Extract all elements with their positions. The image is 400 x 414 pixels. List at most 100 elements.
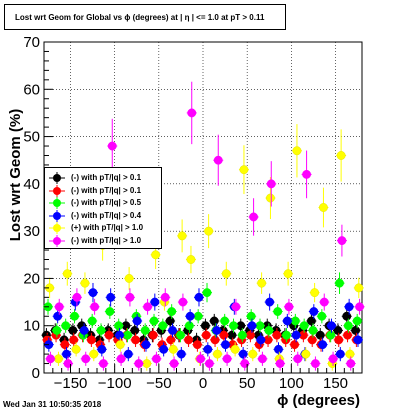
data-point [168,344,178,354]
data-point [272,330,282,340]
data-point [221,340,230,350]
data-point [274,344,283,354]
data-point [131,335,141,345]
data-point [71,344,81,354]
data-point [353,335,363,345]
y-tick-label: 50 [23,129,40,146]
data-point [265,297,275,307]
legend-marker [49,209,65,222]
data-marks [41,81,365,371]
data-point [318,340,328,350]
y-tick-label: 30 [23,223,40,240]
data-point [275,359,285,368]
data-point [196,354,206,364]
data-point [345,349,355,359]
data-point [290,316,300,326]
data-point [68,325,78,335]
data-point [53,311,63,321]
legend-marker-dot [53,211,61,220]
data-point [227,330,237,340]
data-point [70,311,79,321]
legend-marker [49,172,65,184]
data-point [256,335,266,345]
data-point [160,292,170,302]
data-point [186,255,196,264]
data-point [204,359,214,368]
data-point [90,302,100,312]
legend-label: (-) with pT/|q| > 0.5 [71,198,142,207]
data-point [266,193,275,203]
data-point [124,273,134,283]
legend-marker-dot [53,236,61,245]
data-point [210,335,220,345]
data-point [141,340,151,350]
data-point [255,321,265,331]
data-point [257,278,267,288]
legend-marker-dot [53,224,61,232]
data-point [282,330,291,340]
data-point [194,292,204,302]
data-point [273,307,283,316]
data-point [310,288,320,298]
data-point [125,292,135,302]
data-point [202,288,212,298]
legend-label: (+) with pT/|q| > 1.0 [71,223,144,232]
series-3 [43,282,363,362]
legend-item: (-) with pT/|q| > 0.1 [49,172,161,184]
data-point [167,307,177,316]
data-point [351,325,361,335]
data-point [310,359,320,368]
data-point [246,311,256,321]
data-point [72,292,82,302]
data-point [62,349,71,359]
legend-marker [49,234,65,247]
x-tick-label: −100 [98,375,132,392]
data-point [106,292,116,302]
data-point [343,321,353,331]
data-point [355,302,365,312]
data-point [159,344,169,354]
data-point [114,321,124,331]
data-point [61,321,71,331]
x-tick-label: 0 [199,375,207,392]
data-point [60,340,70,350]
data-point [266,179,276,189]
data-point [176,349,186,359]
x-tick-label: 50 [239,375,256,392]
data-point [52,325,62,335]
legend-item: (-) with pT/|q| > 0.4 [49,209,161,222]
y-tick-label: 70 [23,34,40,51]
data-point [104,330,114,340]
data-point [169,359,179,368]
data-point [219,330,229,340]
data-point [143,302,153,312]
data-point [342,311,352,321]
data-point [80,278,90,288]
data-point [200,321,210,331]
data-point [290,340,299,350]
data-point [306,316,316,326]
data-point [282,316,292,326]
data-point [284,302,294,312]
legend-label: (-) with pT/|q| > 0.4 [71,210,142,220]
data-point [193,311,203,321]
x-tick-label: 150 [323,375,348,392]
data-point [185,311,195,321]
data-point [176,330,185,340]
data-point [88,288,98,298]
data-point [327,321,336,331]
data-point [231,302,241,312]
data-point [213,349,222,359]
data-point [123,330,132,340]
y-tick-label: 10 [23,318,40,335]
data-point [319,297,329,307]
data-point [309,307,319,316]
data-point [151,354,161,364]
data-point [301,349,311,359]
data-point [54,354,63,364]
y-tick-label: 40 [23,176,40,193]
data-point [240,359,250,368]
data-point [177,231,187,241]
data-point [142,359,152,368]
